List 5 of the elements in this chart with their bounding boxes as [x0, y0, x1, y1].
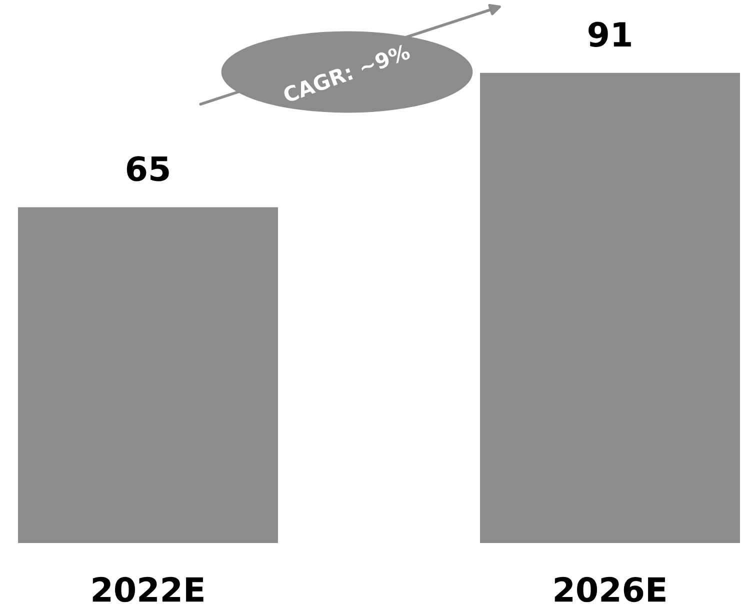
data-label: 65 [126, 156, 169, 182]
x-tick-label: 2022E [92, 576, 204, 602]
annotation: CAGR: ~9% [282, 43, 411, 104]
x-tick-label: 2026E [554, 576, 666, 602]
data-label: 91 [588, 22, 631, 47]
